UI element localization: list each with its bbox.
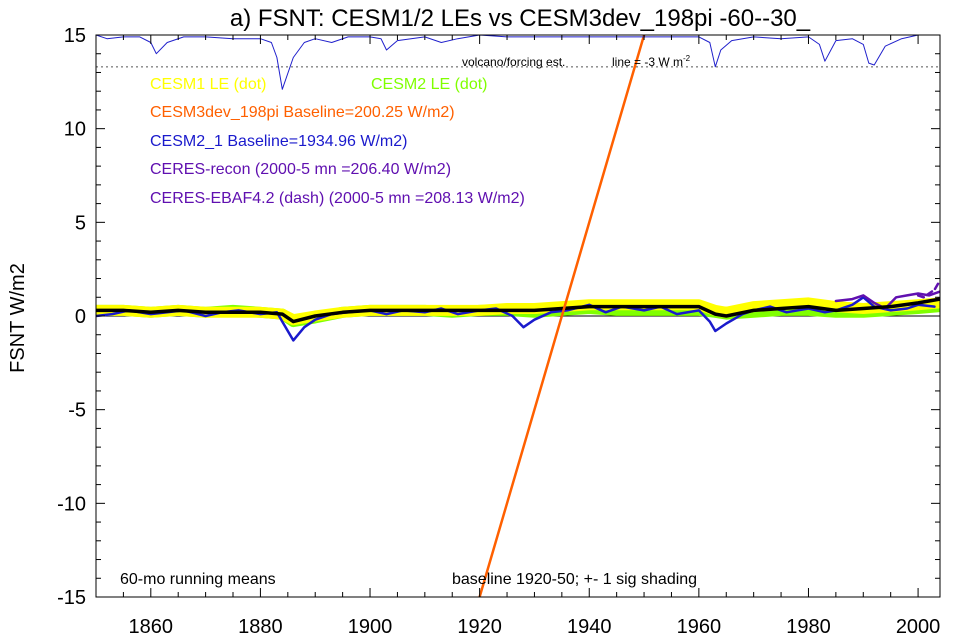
series-line-cesm3dev-198pi-baseline-200-25-w-m2 xyxy=(478,35,646,597)
x-tick-label: 1880 xyxy=(238,616,283,638)
y-tick-label: 15 xyxy=(64,25,86,47)
x-tick-label: 1940 xyxy=(567,616,612,638)
legend-entry: CESM2 LE (dot) xyxy=(371,76,487,93)
line-label-main: line = -3 W m xyxy=(612,55,683,69)
y-tick-label: 0 xyxy=(75,306,86,328)
series-line-ceres-ebaf4-2-dash-2000-5-mn-208-13-w-m2 xyxy=(916,279,940,299)
series-line-volcano-forcing-est xyxy=(96,35,940,90)
x-tick-label: 1920 xyxy=(457,616,502,638)
x-tick-label: 1900 xyxy=(348,616,393,638)
line-label: line = -3 W m-2 xyxy=(612,54,691,69)
baseline-note: baseline 1920-50; +- 1 sig shading xyxy=(452,571,697,588)
y-tick-label: -10 xyxy=(57,493,86,515)
legend-entry: CESM1 LE (dot) xyxy=(150,76,266,93)
ticks-layer: 15 10 5 0 -5 -10 -15 1860 1880 1900 1920 1940 1960 19… xyxy=(57,25,940,638)
y-axis-label: FSNT W/m2 xyxy=(7,263,29,373)
series-layer xyxy=(96,35,940,597)
x-tick-label: 1960 xyxy=(677,616,722,638)
x-tick-label: 2000 xyxy=(896,616,941,638)
legend-entry: CESM2_1 Baseline=1934.96 W/m2) xyxy=(150,133,407,150)
y-tick-label: 5 xyxy=(75,212,86,234)
y-tick-label: -5 xyxy=(68,400,86,422)
chart-title: a) FSNT: CESM1/2 LEs vs CESM3dev_198pi -… xyxy=(230,5,811,32)
legend-entry: CERES-recon (2000-5 mn =206.40 W/m2) xyxy=(150,161,451,178)
running-mean-note: 60-mo running means xyxy=(120,571,276,588)
y-axis-label-group: FSNT W/m2 xyxy=(7,263,29,373)
legend-entry: CERES-EBAF4.2 (dash) (2000-5 mn =208.13 … xyxy=(150,190,525,207)
series-line-ensemble-mean xyxy=(96,297,940,324)
volcano-label: volcano/forcing est. xyxy=(462,55,565,69)
y-tick-label: 10 xyxy=(64,119,86,141)
y-tick-label: -15 xyxy=(57,587,86,609)
legend-entry: CESM3dev_198pi Baseline=200.25 W/m2) xyxy=(150,104,455,121)
line-label-superscript: -2 xyxy=(683,54,691,63)
legend: CESM1 LE (dot) CESM2 LE (dot) CESM3dev_198… xyxy=(150,76,525,207)
x-tick-label: 1980 xyxy=(786,616,831,638)
series-line-ceres-recon-2000-5-mn-206-40-w-m2 xyxy=(834,290,940,310)
x-tick-label: 1860 xyxy=(129,616,174,638)
